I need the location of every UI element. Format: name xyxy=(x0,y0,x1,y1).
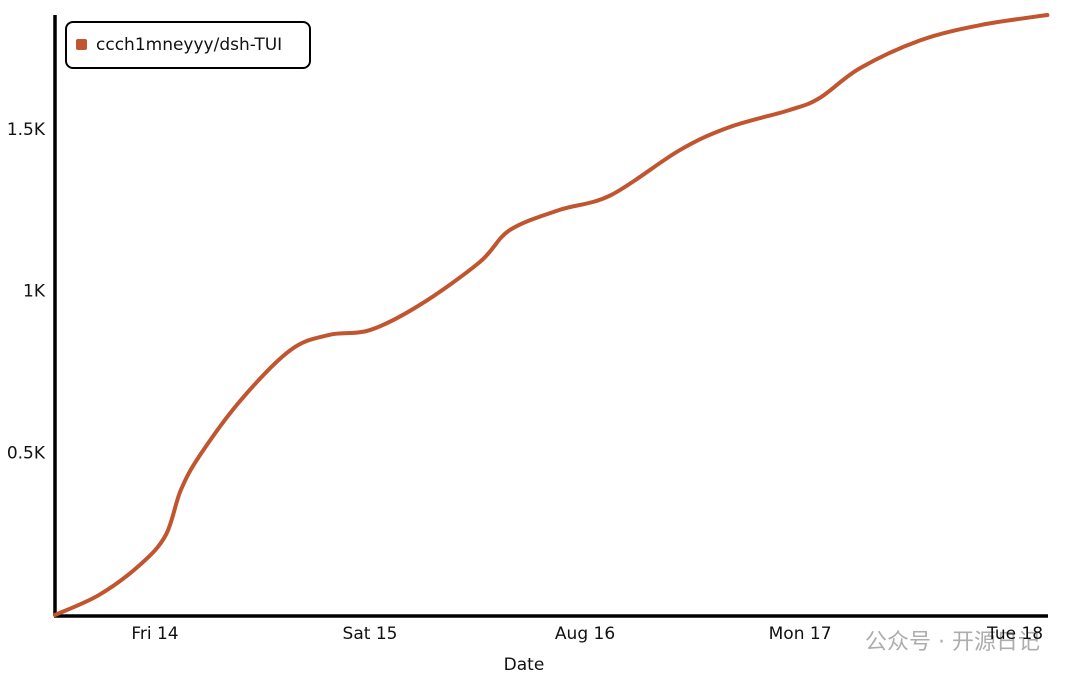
legend-swatch xyxy=(76,39,87,50)
legend-label: ccch1mneyyy/dsh-TUI xyxy=(96,35,282,55)
x-tick-label: Sat 15 xyxy=(343,624,398,644)
x-tick-label: Fri 14 xyxy=(131,624,178,644)
y-tick-label: 1.5K xyxy=(7,120,46,140)
legend-box xyxy=(65,21,311,69)
x-axis-title: Date xyxy=(504,655,545,675)
x-tick-label: Mon 17 xyxy=(769,624,832,644)
watermark: 公众号 · 开源日记 xyxy=(865,630,1040,655)
x-tick-label: Tue 18 xyxy=(986,624,1043,644)
x-tick-label: Aug 16 xyxy=(555,624,615,644)
y-tick-label: 1K xyxy=(23,282,46,302)
y-tick-label: 0.5K xyxy=(7,443,46,463)
series-line xyxy=(53,13,1050,617)
